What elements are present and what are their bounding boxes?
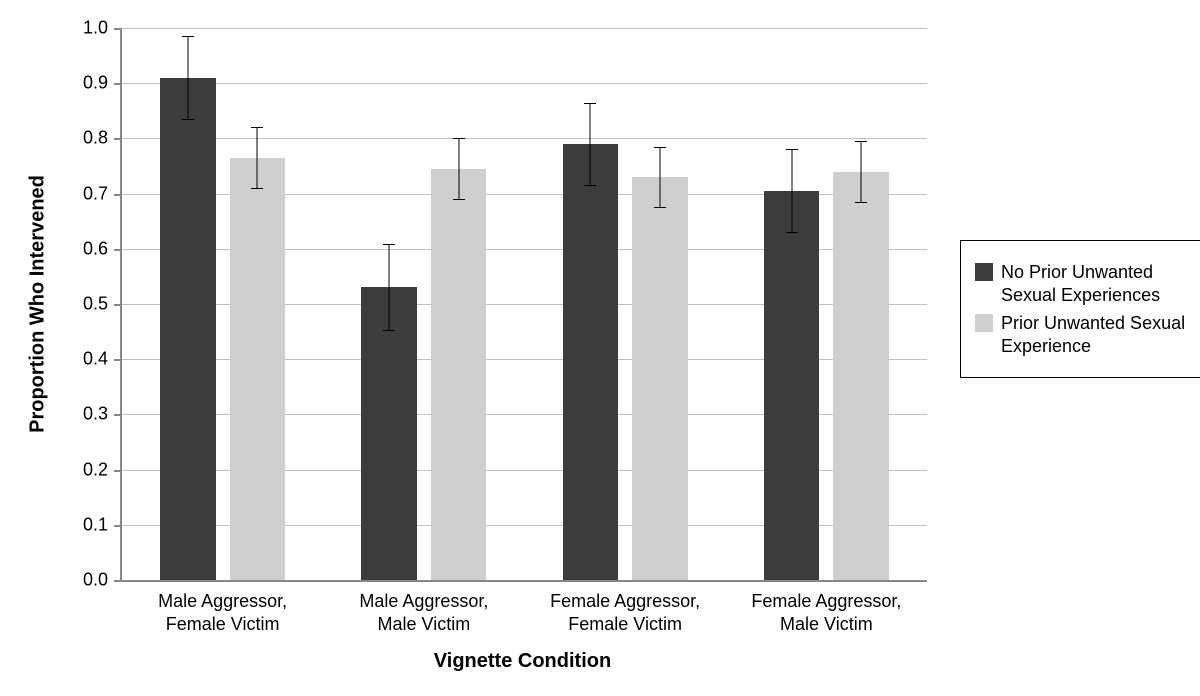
bar bbox=[431, 169, 486, 580]
y-tick-label: 0.0 bbox=[83, 570, 122, 591]
y-tick-label: 0.2 bbox=[83, 459, 122, 480]
y-tick-label: 0.6 bbox=[83, 238, 122, 259]
bar bbox=[563, 144, 618, 580]
legend-label: Prior Unwanted Sexual Experience bbox=[1001, 312, 1185, 357]
bar bbox=[632, 177, 687, 580]
legend-swatch bbox=[975, 263, 993, 281]
bar bbox=[833, 172, 888, 580]
y-tick-label: 1.0 bbox=[83, 18, 122, 39]
legend-swatch bbox=[975, 314, 993, 332]
legend-label: No Prior Unwanted Sexual Experiences bbox=[1001, 261, 1160, 306]
y-tick-label: 0.9 bbox=[83, 73, 122, 94]
chart-stage: 0.0 0.1 0.2 0.3 0.4 0.5 0.6 0.7 0.8 0.9 1.0 Male Ag… bbox=[0, 0, 1200, 696]
gridline bbox=[122, 83, 927, 84]
gridline bbox=[122, 138, 927, 139]
y-axis-title: Proportion Who Intervened bbox=[27, 175, 50, 433]
bar bbox=[160, 78, 215, 580]
y-tick-label: 0.3 bbox=[83, 404, 122, 425]
legend-item: Prior Unwanted Sexual Experience bbox=[975, 312, 1185, 357]
x-tick-label: Female Aggressor, Male Victim bbox=[751, 580, 901, 635]
legend-item: No Prior Unwanted Sexual Experiences bbox=[975, 261, 1185, 306]
x-tick-label: Male Aggressor, Female Victim bbox=[158, 580, 287, 635]
y-tick-label: 0.1 bbox=[83, 514, 122, 535]
y-tick-label: 0.4 bbox=[83, 349, 122, 370]
plot-area: 0.00.10.20.30.40.50.60.70.80.91.0Male Ag… bbox=[120, 28, 927, 582]
bar bbox=[230, 158, 285, 580]
y-tick-label: 0.5 bbox=[83, 294, 122, 315]
y-tick-label: 0.8 bbox=[83, 128, 122, 149]
gridline bbox=[122, 28, 927, 29]
x-axis-title: Vignette Condition bbox=[434, 650, 611, 673]
bar bbox=[764, 191, 819, 580]
x-tick-label: Female Aggressor, Female Victim bbox=[550, 580, 700, 635]
x-tick-label: Male Aggressor, Male Victim bbox=[359, 580, 488, 635]
y-tick-label: 0.7 bbox=[83, 183, 122, 204]
legend: No Prior Unwanted Sexual Experiences Prio… bbox=[960, 240, 1200, 378]
